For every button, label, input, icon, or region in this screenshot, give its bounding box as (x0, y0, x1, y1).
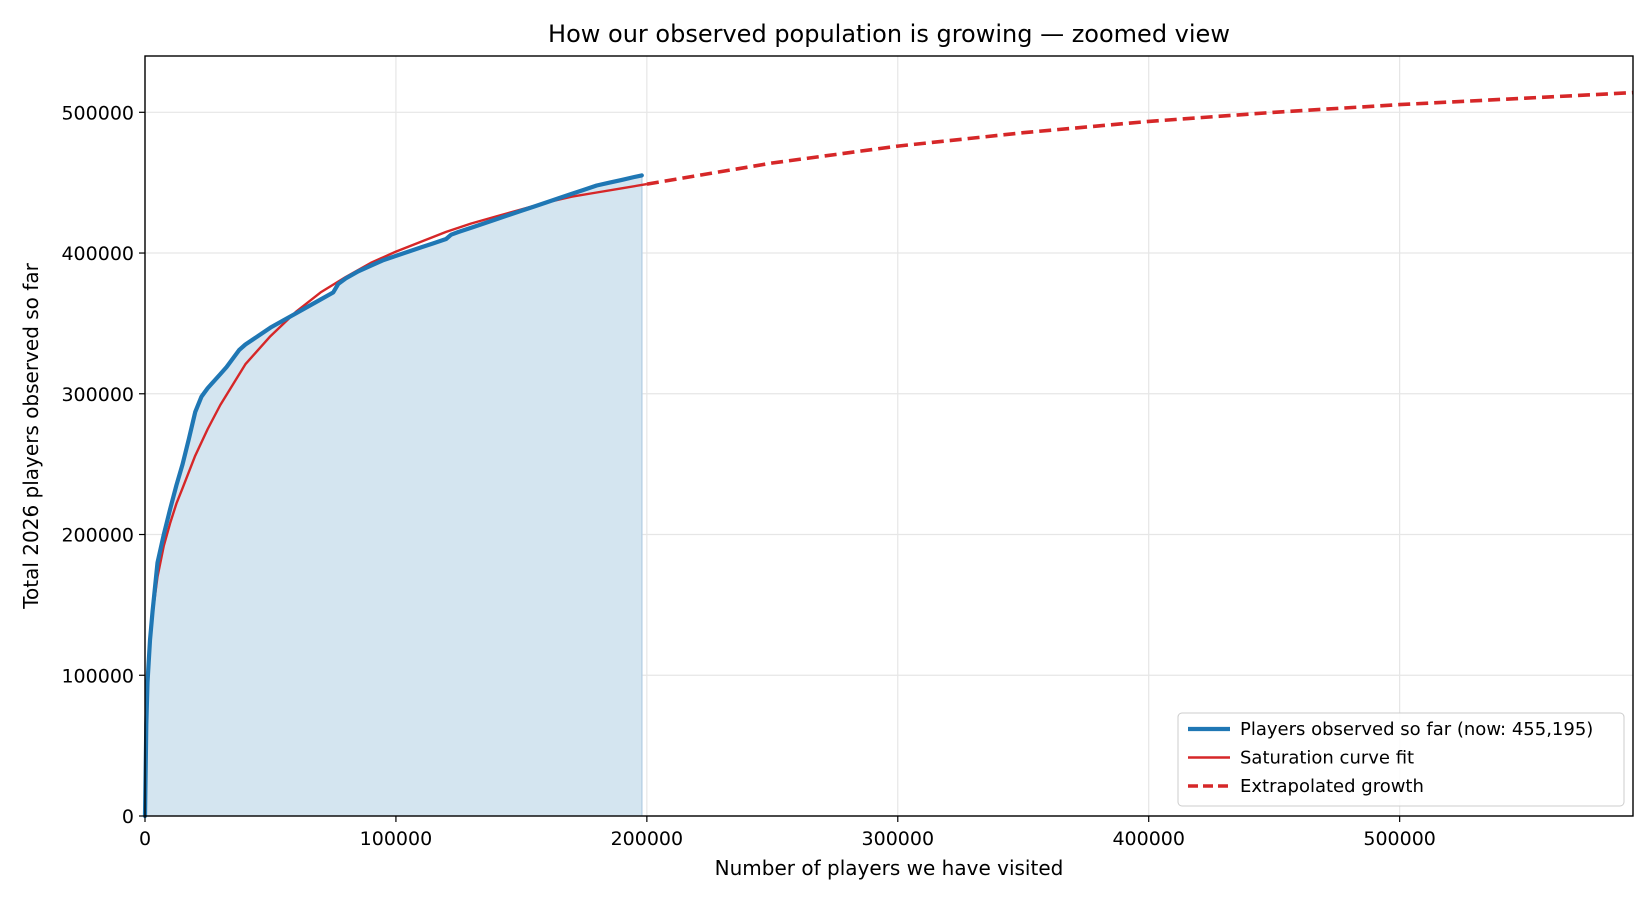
y-tick-label: 300000 (61, 384, 134, 406)
x-tick-label: 500000 (1363, 828, 1436, 850)
y-tick-label: 400000 (61, 243, 134, 265)
y-tick-label: 500000 (61, 102, 134, 124)
y-tick-label: 200000 (61, 525, 134, 547)
plot-area (142, 90, 1634, 819)
plot-frame (144, 55, 1634, 817)
legend: Players observed so far (now: 455,195) S… (1177, 712, 1625, 807)
legend-label-fit: Saturation curve fit (1240, 748, 1414, 769)
series-line-observed (142, 173, 644, 819)
legend-box (1177, 712, 1625, 807)
axis-ticks: 0 100000 200000 300000 400000 500000 0 100000 20… (61, 102, 1435, 850)
x-tick-label: 300000 (862, 828, 935, 850)
y-tick-label: 0 (122, 806, 134, 828)
x-tick-label: 400000 (1112, 828, 1185, 850)
chart-title: How our observed population is growing —… (548, 20, 1230, 48)
y-tick-label: 100000 (61, 665, 134, 687)
x-axis-label: Number of players we have visited (715, 856, 1064, 880)
observed-area-fill (145, 175, 642, 816)
legend-label-extrapolated: Extrapolated growth (1240, 776, 1424, 797)
series-line-extrapolated (646, 90, 1634, 186)
x-tick-label: 100000 (360, 828, 433, 850)
x-tick-label: 0 (139, 828, 151, 850)
y-axis-label: Total 2026 players observed so far (19, 262, 43, 609)
x-tick-label: 200000 (611, 828, 684, 850)
legend-label-observed: Players observed so far (now: 455,195) (1240, 719, 1593, 740)
